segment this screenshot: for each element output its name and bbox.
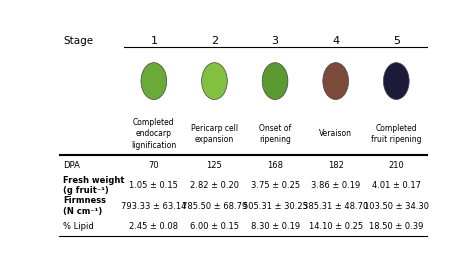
Ellipse shape	[323, 63, 348, 99]
Text: 3.86 ± 0.19: 3.86 ± 0.19	[311, 181, 360, 190]
Text: 182: 182	[328, 161, 344, 169]
Text: 1.05 ± 0.15: 1.05 ± 0.15	[129, 181, 178, 190]
Text: 103.50 ± 34.30: 103.50 ± 34.30	[364, 202, 429, 210]
Text: 18.50 ± 0.39: 18.50 ± 0.39	[369, 222, 423, 231]
Text: 168: 168	[267, 161, 283, 169]
Text: 210: 210	[388, 161, 404, 169]
Text: 125: 125	[207, 161, 222, 169]
Text: 6.00 ± 0.15: 6.00 ± 0.15	[190, 222, 239, 231]
Text: Completed
fruit ripening: Completed fruit ripening	[371, 124, 421, 144]
Text: 793.33 ± 63.14: 793.33 ± 63.14	[121, 202, 187, 210]
Text: % Lipid: % Lipid	[63, 222, 94, 231]
Text: 1: 1	[150, 36, 157, 45]
Text: Onset of
ripening: Onset of ripening	[259, 124, 291, 144]
Text: 70: 70	[148, 161, 159, 169]
Text: Stage: Stage	[63, 36, 93, 45]
Text: 505.31 ± 30.25: 505.31 ± 30.25	[243, 202, 308, 210]
Text: Firmness
(N cm⁻¹): Firmness (N cm⁻¹)	[63, 196, 106, 216]
Text: Veraison: Veraison	[319, 130, 352, 138]
Text: 4.01 ± 0.17: 4.01 ± 0.17	[372, 181, 421, 190]
Ellipse shape	[141, 63, 167, 99]
Text: 785.50 ± 68.79: 785.50 ± 68.79	[182, 202, 247, 210]
Ellipse shape	[383, 63, 409, 99]
Text: 3.75 ± 0.25: 3.75 ± 0.25	[250, 181, 300, 190]
Text: 3: 3	[272, 36, 279, 45]
Text: 5: 5	[393, 36, 400, 45]
Text: 385.31 ± 48.70: 385.31 ± 48.70	[303, 202, 368, 210]
Text: Completed
endocarp
lignification: Completed endocarp lignification	[131, 118, 176, 149]
Text: 2.82 ± 0.20: 2.82 ± 0.20	[190, 181, 239, 190]
Text: DPA: DPA	[63, 161, 80, 169]
Text: Pericarp cell
expansion: Pericarp cell expansion	[191, 124, 238, 144]
Text: 4: 4	[332, 36, 339, 45]
Text: 2: 2	[211, 36, 218, 45]
Text: Fresh weight
(g fruit⁻¹): Fresh weight (g fruit⁻¹)	[63, 176, 124, 195]
Text: 8.30 ± 0.19: 8.30 ± 0.19	[250, 222, 300, 231]
Ellipse shape	[262, 63, 288, 99]
Ellipse shape	[201, 63, 228, 99]
Text: 2.45 ± 0.08: 2.45 ± 0.08	[129, 222, 178, 231]
Text: 14.10 ± 0.25: 14.10 ± 0.25	[309, 222, 363, 231]
